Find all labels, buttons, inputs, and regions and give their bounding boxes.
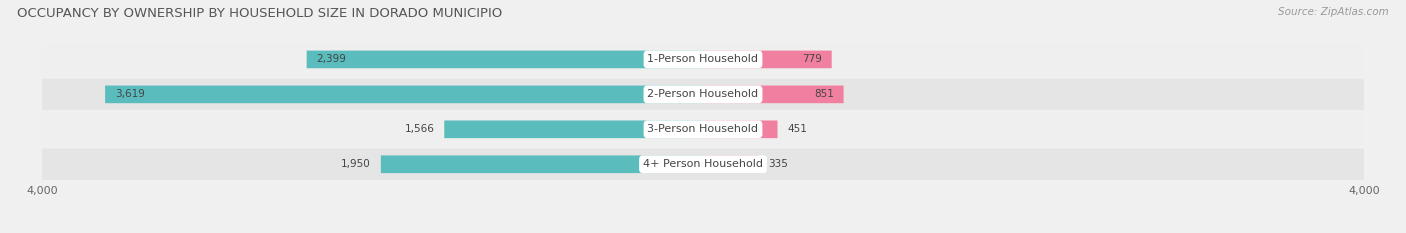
Text: 451: 451 (787, 124, 807, 134)
Text: 1,566: 1,566 (405, 124, 434, 134)
FancyBboxPatch shape (703, 155, 758, 173)
Text: 335: 335 (768, 159, 789, 169)
Text: OCCUPANCY BY OWNERSHIP BY HOUSEHOLD SIZE IN DORADO MUNICIPIO: OCCUPANCY BY OWNERSHIP BY HOUSEHOLD SIZE… (17, 7, 502, 20)
FancyBboxPatch shape (703, 86, 844, 103)
FancyBboxPatch shape (703, 51, 832, 68)
FancyBboxPatch shape (42, 44, 1364, 75)
Text: 1-Person Household: 1-Person Household (648, 55, 758, 64)
Text: 4+ Person Household: 4+ Person Household (643, 159, 763, 169)
Text: Source: ZipAtlas.com: Source: ZipAtlas.com (1278, 7, 1389, 17)
FancyBboxPatch shape (444, 120, 703, 138)
FancyBboxPatch shape (42, 114, 1364, 145)
FancyBboxPatch shape (307, 51, 703, 68)
Text: 3-Person Household: 3-Person Household (648, 124, 758, 134)
Legend: Owner-occupied, Renter-occupied: Owner-occupied, Renter-occupied (582, 230, 824, 233)
Text: 779: 779 (801, 55, 821, 64)
Text: 2-Person Household: 2-Person Household (647, 89, 759, 99)
FancyBboxPatch shape (42, 79, 1364, 110)
FancyBboxPatch shape (381, 155, 703, 173)
FancyBboxPatch shape (703, 120, 778, 138)
Text: 1,950: 1,950 (342, 159, 371, 169)
FancyBboxPatch shape (105, 86, 703, 103)
Text: 3,619: 3,619 (115, 89, 145, 99)
Text: 2,399: 2,399 (316, 55, 346, 64)
FancyBboxPatch shape (42, 149, 1364, 180)
Text: 851: 851 (814, 89, 834, 99)
